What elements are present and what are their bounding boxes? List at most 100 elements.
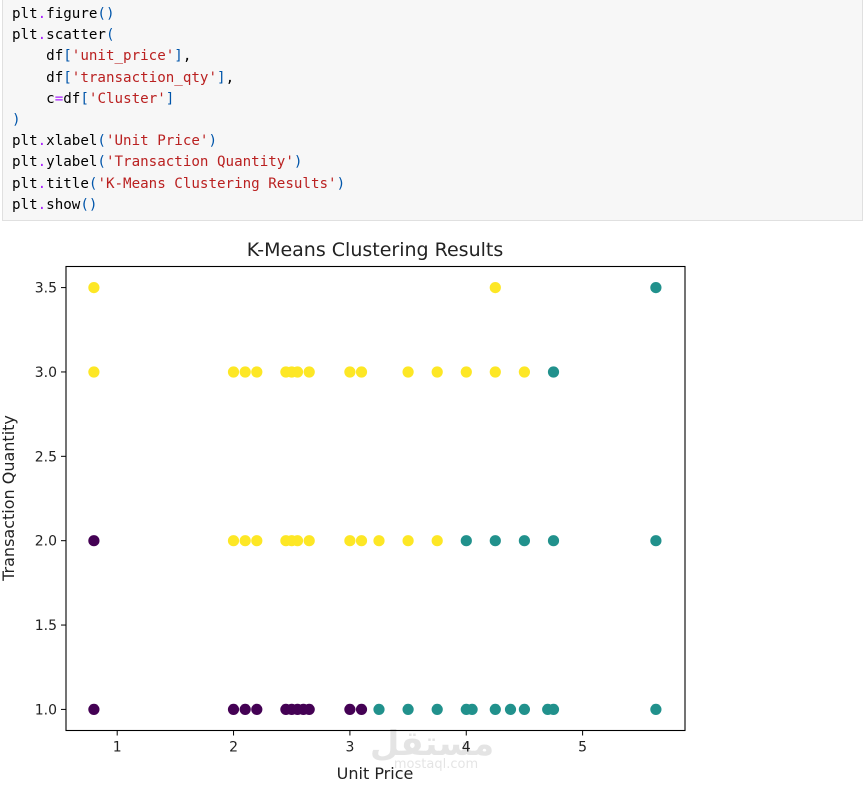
- watermark-url: mostaql.com: [394, 757, 478, 772]
- code-token: .: [37, 6, 47, 22]
- scatter-point-cluster-2: [291, 535, 304, 547]
- code-token: title: [46, 175, 89, 192]
- code-token: .: [37, 175, 47, 192]
- code-token: =: [54, 90, 64, 107]
- scatter-point-cluster-2: [303, 366, 315, 378]
- scatter-point-cluster-0: [303, 703, 315, 715]
- y-axis-label: Transaction Quantity: [0, 415, 18, 582]
- scatter-point-cluster-0: [88, 535, 100, 547]
- scatter-point-cluster-2: [489, 282, 501, 294]
- code-token: 'Unit Price': [105, 133, 209, 150]
- scatter-point-cluster-1: [460, 535, 472, 547]
- code-token: plt: [12, 27, 38, 44]
- y-tick-label: 1.5: [35, 618, 57, 634]
- code-token: ]: [174, 48, 183, 65]
- code-token: .: [37, 133, 47, 150]
- code-token: (: [97, 133, 106, 150]
- scatter-point-cluster-2: [227, 535, 240, 547]
- scatter-point-cluster-2: [431, 535, 443, 547]
- x-axis-label: Unit Price: [337, 764, 414, 783]
- scatter-point-cluster-2: [239, 366, 251, 378]
- code-token: [: [63, 48, 72, 65]
- scatter-point-cluster-1: [650, 703, 662, 715]
- y-tick-label: 2.5: [35, 449, 57, 465]
- code-token: [: [63, 69, 72, 86]
- scatter-point-cluster-0: [88, 703, 100, 715]
- scatter-point-cluster-0: [355, 703, 368, 715]
- code-token: plt: [12, 196, 38, 213]
- y-tick-label: 2.0: [35, 534, 57, 550]
- scatter-point-cluster-1: [373, 703, 385, 715]
- x-tick-label: 4: [462, 740, 471, 756]
- x-tick-label: 5: [578, 740, 587, 756]
- code-token: df: [63, 90, 81, 107]
- scatter-point-cluster-1: [489, 703, 501, 715]
- code-token: ): [336, 175, 346, 192]
- code-token: (): [80, 196, 98, 213]
- code-token: c: [12, 90, 55, 107]
- y-tick-label: 3.0: [35, 365, 57, 381]
- y-axis-ticks: 1.0 1.5 2.0 2.5 3.0 3.5: [35, 281, 66, 718]
- scatter-point-cluster-2: [344, 366, 356, 378]
- x-tick-label: 3: [345, 740, 354, 756]
- scatter-point-cluster-1: [518, 535, 531, 547]
- scatter-point-cluster-2: [88, 282, 100, 294]
- code-editor[interactable]: plt.figure() plt.scatter( df['unit_price…: [3, 0, 862, 216]
- code-line: plt.xlabel('Unit Price'): [12, 133, 217, 149]
- scatter-point-cluster-2: [431, 366, 443, 378]
- y-tick-label: 3.5: [35, 281, 57, 297]
- code-line: df['transaction_qty'],: [12, 70, 234, 86]
- code-token: df: [12, 69, 64, 86]
- code-token: 'K-Means Clustering Results': [97, 175, 337, 192]
- scatter-point-cluster-1: [547, 535, 560, 547]
- code-cell[interactable]: plt.figure() plt.scatter( df['unit_price…: [2, 0, 863, 221]
- scatter-point-cluster-2: [402, 535, 414, 547]
- code-token: (): [97, 6, 115, 22]
- scatter-point-cluster-2: [251, 366, 263, 378]
- scatter-point-cluster-1: [489, 535, 501, 547]
- scatter-point-cluster-0: [227, 703, 240, 715]
- scatter-point-cluster-2: [251, 535, 263, 547]
- code-token: .: [37, 154, 47, 171]
- code-token: figure: [46, 6, 98, 22]
- code-token: scatter: [46, 27, 106, 44]
- scatter-point-cluster-2: [489, 366, 501, 378]
- scatter-point-cluster-2: [239, 535, 251, 547]
- scatter-point-cluster-2: [227, 366, 240, 378]
- code-token: 'unit_price': [71, 48, 175, 65]
- code-line: plt.scatter(: [12, 27, 115, 43]
- code-token: (: [88, 175, 98, 192]
- scatter-point-cluster-1: [402, 703, 414, 715]
- code-token: df: [12, 48, 64, 65]
- code-line: ): [12, 112, 21, 128]
- scatter-point-cluster-2: [291, 366, 304, 378]
- code-token: .: [37, 27, 47, 44]
- code-token: (: [97, 154, 106, 171]
- code-token: plt: [12, 133, 38, 150]
- code-token: plt: [12, 6, 38, 22]
- scatter-point-cluster-2: [355, 366, 368, 378]
- scatter-point-cluster-1: [466, 703, 478, 715]
- scatter-chart: K-Means Clustering Results مستقل mostaql…: [0, 239, 686, 783]
- code-token: .: [37, 196, 47, 213]
- scatter-point-cluster-2: [373, 535, 385, 547]
- scatter-point-cluster-0: [251, 703, 263, 715]
- scatter-points: [88, 282, 662, 715]
- code-line: c=df['Cluster']: [12, 91, 174, 107]
- scatter-point-cluster-2: [303, 535, 315, 547]
- code-line: plt.ylabel('Transaction Quantity'): [12, 154, 302, 170]
- scatter-point-cluster-2: [518, 366, 531, 378]
- code-token: show: [46, 196, 81, 213]
- scatter-point-cluster-0: [239, 703, 251, 715]
- code-token: ]: [217, 69, 226, 86]
- scatter-point-cluster-1: [518, 703, 531, 715]
- code-token: ,: [182, 48, 192, 65]
- code-line: plt.figure(): [12, 6, 115, 22]
- scatter-point-cluster-1: [504, 703, 517, 715]
- scatter-point-cluster-2: [355, 535, 368, 547]
- code-token: (: [105, 27, 115, 44]
- code-token: plt: [12, 154, 38, 171]
- code-line: df['unit_price'],: [12, 48, 191, 64]
- chart-title: K-Means Clustering Results: [247, 239, 504, 261]
- code-line: plt.title('K-Means Clustering Results'): [12, 176, 345, 192]
